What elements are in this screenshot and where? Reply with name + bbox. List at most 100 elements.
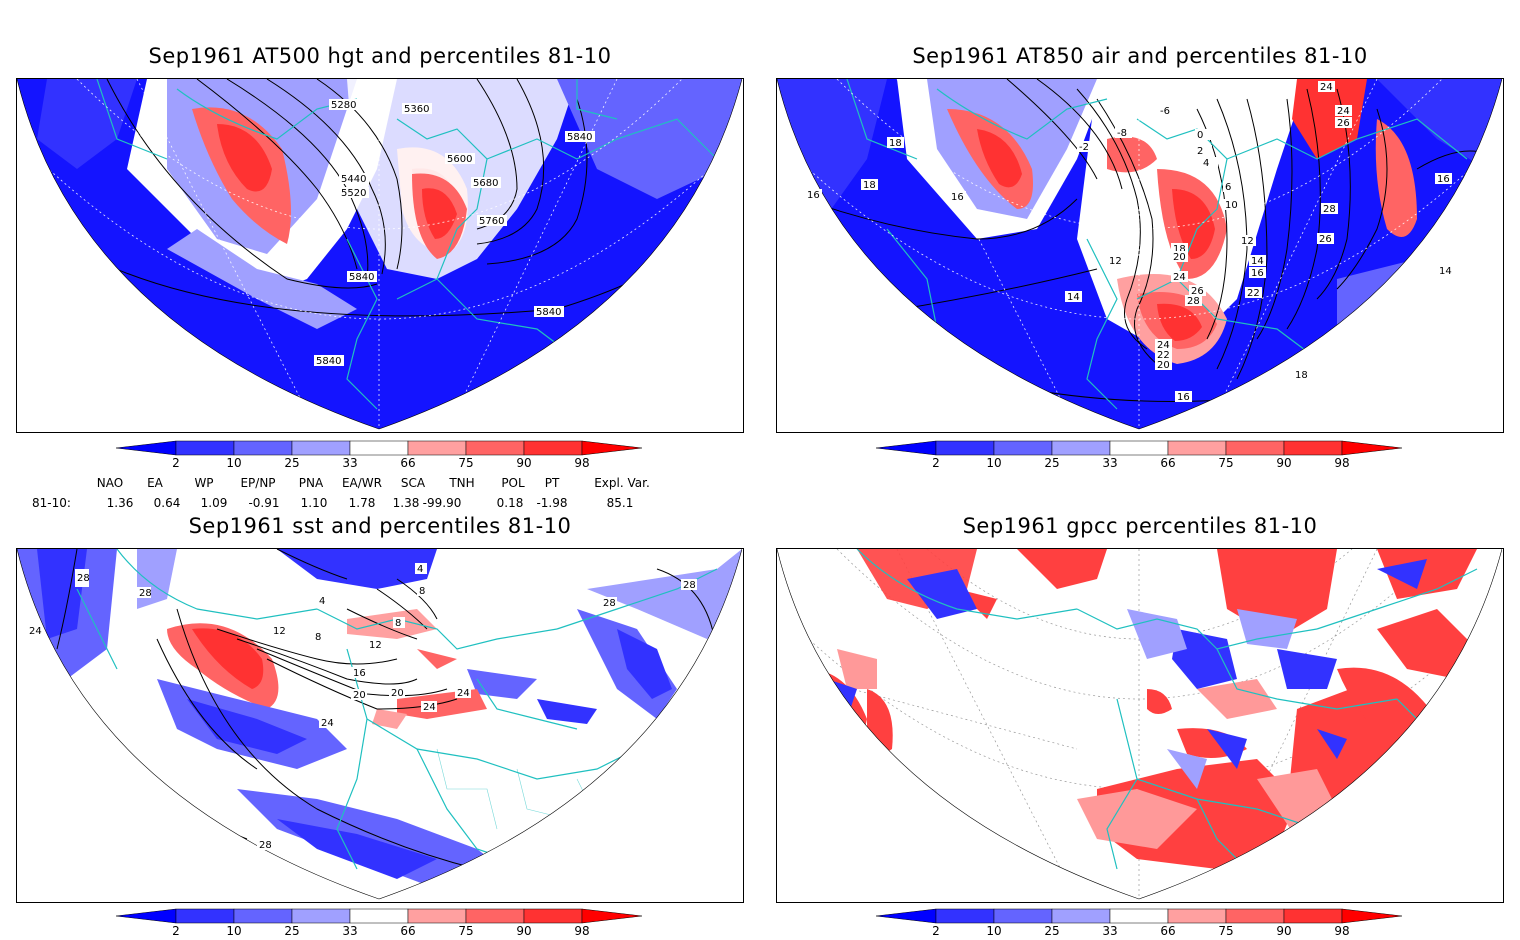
contour-label: 16 [1437,174,1450,185]
colorbar-label: 33 [342,924,358,938]
colorbar-label: 90 [1276,924,1292,938]
map-air: 24 24 26 18 16 18 16 -6 -8 0 2 4 6 10 12… [776,78,1504,433]
index-header: WP [194,476,214,490]
colorbar-label: 2 [932,456,940,470]
map-gpcc [776,548,1504,903]
contour-label: -2 [1079,142,1089,153]
colorbar-swatch [407,440,467,456]
colorbar-swatch [935,440,995,456]
colorbar-label: 66 [1160,456,1176,470]
colorbar-swatch [1109,908,1169,924]
colorbar-arrow-low [875,908,937,924]
contour-label: 18 [1295,370,1308,381]
colorbar-swatch [1225,908,1285,924]
contour-label: 28 [683,580,696,591]
contour-label: 16 [951,192,964,203]
contour-label: 20 [391,688,404,699]
colorbar-swatch [291,908,351,924]
contour-label: 6 [1225,182,1231,193]
colorbar-label: 10 [226,456,242,470]
colorbar-label: 66 [400,456,416,470]
contour-label: 5840 [567,132,592,143]
colorbar-label: 25 [284,456,300,470]
colorbar-swatch [349,440,409,456]
colorbar-arrow-high [1341,908,1403,924]
colorbar-swatches [875,908,1403,924]
contour-label: 28 [1323,204,1336,215]
contour-label: 5280 [331,100,356,111]
contour-label: 5520 [341,188,366,199]
contour-label: 24 [1157,340,1170,351]
contour-label: 12 [369,640,382,651]
colorbar-gpcc: 2 10 25 33 66 75 90 98 [875,908,1406,940]
colorbar-swatch [935,908,995,924]
contour-label: 16 [353,668,366,679]
contour-label: 18 [863,180,876,191]
contour-label: 8 [395,618,401,629]
map-sst-svg: 28 28 24 4 8 12 8 12 16 20 20 24 24 24 2… [17,549,742,900]
contour-label: 24 [29,626,42,637]
colorbar-swatch [1051,440,1111,456]
contour-label: 28 [1187,296,1200,307]
contour-label: 22 [1157,350,1170,361]
index-header: PNA [298,476,324,490]
contour-label: 10 [1225,200,1238,211]
index-header: EA/WR [341,476,383,490]
colorbar-swatch [993,440,1053,456]
colorbar-arrow-high [581,908,643,924]
contour-label: 14 [1439,266,1452,277]
contour-label: 8 [315,632,321,643]
colorbar-swatches [115,908,643,924]
contour-label: 5600 [447,154,472,165]
colorbar-swatch [349,908,409,924]
index-header: Expl. Var. [594,476,650,490]
colorbar-swatch [465,908,525,924]
contour-label: 20 [1157,360,1170,371]
index-value: 0.18 [496,496,524,510]
colorbar-air: 2 10 25 33 66 75 90 98 [875,440,1406,474]
map-gpcc-svg [777,549,1502,900]
contour-label: 4 [319,596,325,607]
colorbar-label: 10 [986,456,1002,470]
contour-label: 16 [1251,268,1264,279]
index-value: 85.1 [606,496,634,510]
contour-label: -6 [1160,106,1170,117]
contour-label: 22 [1247,288,1260,299]
colorbar-arrow-high [1341,440,1403,456]
contour-label: 20 [1173,252,1186,263]
contour-label: 4 [417,564,423,575]
index-row-label: 81-10: [32,496,71,510]
contour-label: 24 [321,718,334,729]
colorbar-sst: 2 10 25 33 66 75 90 98 [115,908,646,940]
colorbar-label: 10 [226,924,242,938]
colorbar-label: 75 [458,924,474,938]
colorbar-hgt: 2 10 25 33 66 75 90 98 [115,440,646,474]
contour-label: 24 [1173,272,1186,283]
colorbar-label: 90 [516,924,532,938]
colorbar-swatch [407,908,467,924]
colorbar-swatch [1051,908,1111,924]
index-header: POL [501,476,525,490]
colorbar-label: 90 [516,456,532,470]
contour-label: -8 [1117,128,1127,139]
index-header: TNH [449,476,475,490]
contour-label: 5840 [316,356,341,367]
contour-label: 26 [1191,286,1204,297]
contour-label: 4 [1203,158,1209,169]
colorbar-swatch [1283,440,1343,456]
index-value: -1.98 [536,496,568,510]
colorbar-label: 25 [1044,924,1060,938]
index-header: SCA [400,476,426,490]
colorbar-swatch [993,908,1053,924]
contour-label: 24 [1337,106,1350,117]
contour-label: 16 [807,190,820,201]
index-header: PT [544,476,560,490]
panel-title-air: Sep1961 AT850 air and percentiles 81-10 [912,44,1368,68]
contour-label: 5840 [536,307,561,318]
colorbar-swatch [1283,908,1343,924]
colorbar-label: 98 [1334,924,1350,938]
colorbar-swatch [1167,908,1227,924]
colorbar-swatch [291,440,351,456]
colorbar-swatch [1109,440,1169,456]
colorbar-arrow-low [115,440,177,456]
